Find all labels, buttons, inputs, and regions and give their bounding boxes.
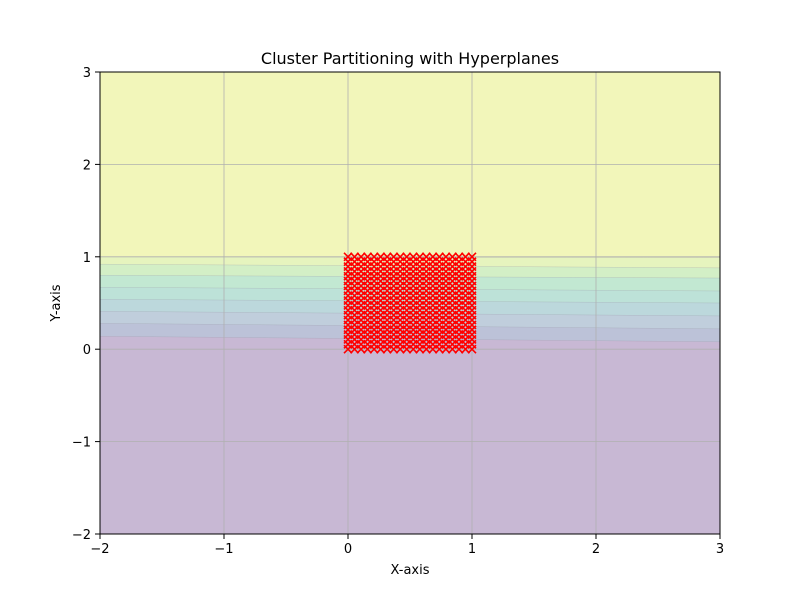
data-point-239	[415, 252, 425, 262]
data-point-279	[428, 252, 438, 262]
hyperplane-6	[100, 275, 720, 279]
y-tick-label-3: 1	[83, 251, 91, 266]
data-point-19	[343, 252, 353, 262]
x-tick-label-1: −1	[214, 542, 233, 557]
data-point-99	[369, 252, 379, 262]
decision-region-8	[100, 72, 720, 258]
y-tick-label-2: 0	[83, 343, 91, 358]
y-tick-label-4: 2	[83, 158, 91, 173]
x-tick-label-5: 3	[716, 542, 724, 557]
x-tick-label-0: −2	[90, 542, 109, 557]
x-tick-label-3: 1	[468, 542, 476, 557]
chart-title: Cluster Partitioning with Hyperplanes	[261, 49, 559, 68]
x-axis-label: X-axis	[391, 563, 430, 578]
data-point-79	[363, 252, 373, 262]
decision-regions	[100, 72, 720, 534]
x-axis-ticks: −2 −1 0 1 2 3	[90, 534, 724, 557]
data-point-39	[349, 252, 360, 262]
data-point-299	[434, 252, 444, 262]
plot-frame	[99, 71, 721, 535]
data-point-359	[454, 252, 464, 262]
data-point-179	[395, 252, 405, 262]
y-axis-label: Y-axis	[49, 284, 64, 322]
x-tick-label-4: 2	[592, 542, 600, 557]
hyperplane-1	[100, 336, 720, 343]
y-tick-label-5: 3	[83, 66, 91, 81]
data-point-199	[402, 252, 412, 262]
data-point-159	[389, 252, 399, 262]
data-point-339	[447, 252, 457, 262]
data-point-319	[441, 252, 451, 262]
data-point-379	[460, 252, 471, 262]
data-point-59	[356, 252, 366, 262]
data-points	[343, 252, 477, 354]
data-point-139	[382, 252, 392, 262]
data-point-119	[376, 252, 386, 262]
x-tick-label-2: 0	[344, 542, 352, 557]
y-axis-ticks: −2 −1 0 1 2 3	[72, 66, 100, 543]
y-tick-label-1: −1	[72, 436, 91, 451]
data-point-399	[467, 252, 477, 262]
data-point-259	[421, 252, 431, 262]
data-point-219	[408, 252, 418, 262]
y-tick-label-0: −2	[72, 528, 91, 543]
